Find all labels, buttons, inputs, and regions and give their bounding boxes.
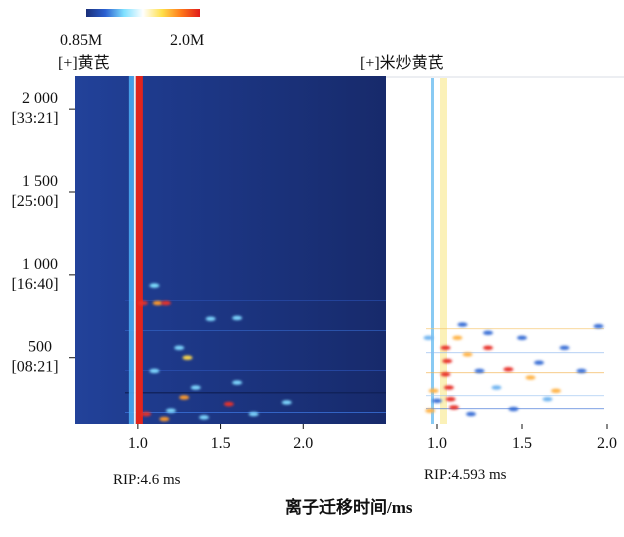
right-streak (426, 328, 604, 330)
spot (508, 406, 519, 412)
panel-right-horizontal-streaks (426, 328, 604, 410)
y-tick-label: 500 (28, 339, 52, 356)
panel-left: [+]黄芪 1.0 1.5 2.0 2 000 [33:21] 1 500 [25:00]… (11, 54, 386, 488)
rip-line (135, 76, 143, 424)
y-tick-time: [25:00] (11, 193, 58, 210)
spot (149, 368, 160, 374)
spot (442, 358, 453, 364)
spot (449, 405, 459, 410)
y-tick-time: [16:40] (11, 276, 58, 293)
colorbar-strip (86, 9, 200, 17)
left-streak (125, 392, 386, 394)
spot (593, 324, 604, 329)
spot (165, 408, 176, 413)
x-tick-label: 2.0 (597, 435, 617, 452)
spot (457, 322, 468, 327)
panel-right: [+]米炒黄芪 1.0 1.5 2.0 RIP:4.593 ms (360, 54, 624, 483)
panel-left-rip-line (128, 76, 143, 424)
right-streak (426, 372, 604, 374)
spot (205, 316, 216, 321)
panel-left-y-axis: 2 000 [33:21] 1 500 [25:00] 1 000 [16:40] 500 [… (11, 90, 75, 376)
spot (466, 411, 476, 417)
x-tick-label: 1.0 (128, 435, 148, 452)
spot (159, 416, 170, 422)
right-streak (426, 395, 604, 397)
spot (452, 335, 463, 341)
spot (525, 375, 536, 380)
spot (152, 300, 163, 306)
colorbar: 0.85M 2.0M (60, 9, 204, 49)
spot (428, 388, 439, 394)
panel-left-background (75, 76, 386, 424)
spot (281, 400, 292, 405)
spot (174, 345, 185, 350)
spot (534, 360, 544, 365)
spot (483, 345, 493, 350)
spot (248, 411, 259, 417)
y-tick-label: 2 000 (22, 90, 58, 107)
colorbar-max-label: 2.0M (170, 32, 204, 49)
panel-right-x-axis: 1.0 1.5 2.0 (427, 424, 617, 452)
x-axis-label: 离子迁移时间/ms (285, 497, 413, 517)
spot (551, 388, 561, 394)
spot (443, 385, 454, 390)
spot (223, 401, 234, 407)
panel-left-x-axis: 1.0 1.5 2.0 (128, 424, 313, 452)
left-streak (125, 370, 386, 371)
right-streak (426, 352, 604, 354)
x-tick-label: 1.5 (512, 435, 532, 452)
rip-line-yellow (440, 78, 447, 424)
panel-left-spots (137, 283, 292, 422)
spot (440, 345, 451, 350)
panel-left-title: [+]黄芪 (58, 54, 110, 72)
colorbar-min-label: 0.85M (60, 32, 102, 49)
spot (474, 368, 485, 374)
spot (190, 385, 201, 390)
spot (137, 300, 148, 306)
panel-right-rip-label: RIP:4.593 ms (424, 467, 507, 483)
rip-edge (133, 76, 136, 424)
y-tick-time: [33:21] (11, 110, 58, 127)
spot (232, 315, 243, 321)
x-tick-label: 1.0 (427, 435, 447, 452)
spot (179, 395, 190, 400)
x-tick-label: 1.5 (211, 435, 231, 452)
spot (432, 398, 442, 403)
spot (149, 283, 160, 288)
spot (517, 335, 527, 341)
panel-right-rip-line (431, 78, 447, 424)
spot (445, 396, 456, 402)
spot (503, 367, 514, 372)
rip-halo (128, 76, 134, 424)
y-tick-label: 1 000 (22, 256, 58, 273)
spot (483, 330, 493, 336)
spot (542, 396, 553, 402)
panel-right-spots (423, 322, 604, 417)
spot (423, 335, 434, 341)
panel-left-rip-label: RIP:4.6 ms (113, 472, 181, 488)
spot (232, 380, 243, 385)
spot (199, 415, 210, 420)
panel-right-title: [+]米炒黄芪 (360, 54, 444, 72)
x-tick-label: 2.0 (293, 435, 313, 452)
y-tick-time: [08:21] (11, 359, 58, 376)
spot (576, 368, 587, 374)
spot (491, 385, 502, 390)
spot (440, 372, 451, 377)
y-tick-label: 1 500 (22, 173, 58, 190)
spot (425, 408, 436, 413)
spot (141, 411, 152, 417)
spot (160, 300, 171, 306)
spot (462, 352, 473, 357)
spot (559, 345, 570, 350)
left-streak (125, 330, 386, 331)
spot (182, 355, 193, 360)
left-streak (125, 300, 386, 301)
rip-line-blue (431, 78, 434, 424)
